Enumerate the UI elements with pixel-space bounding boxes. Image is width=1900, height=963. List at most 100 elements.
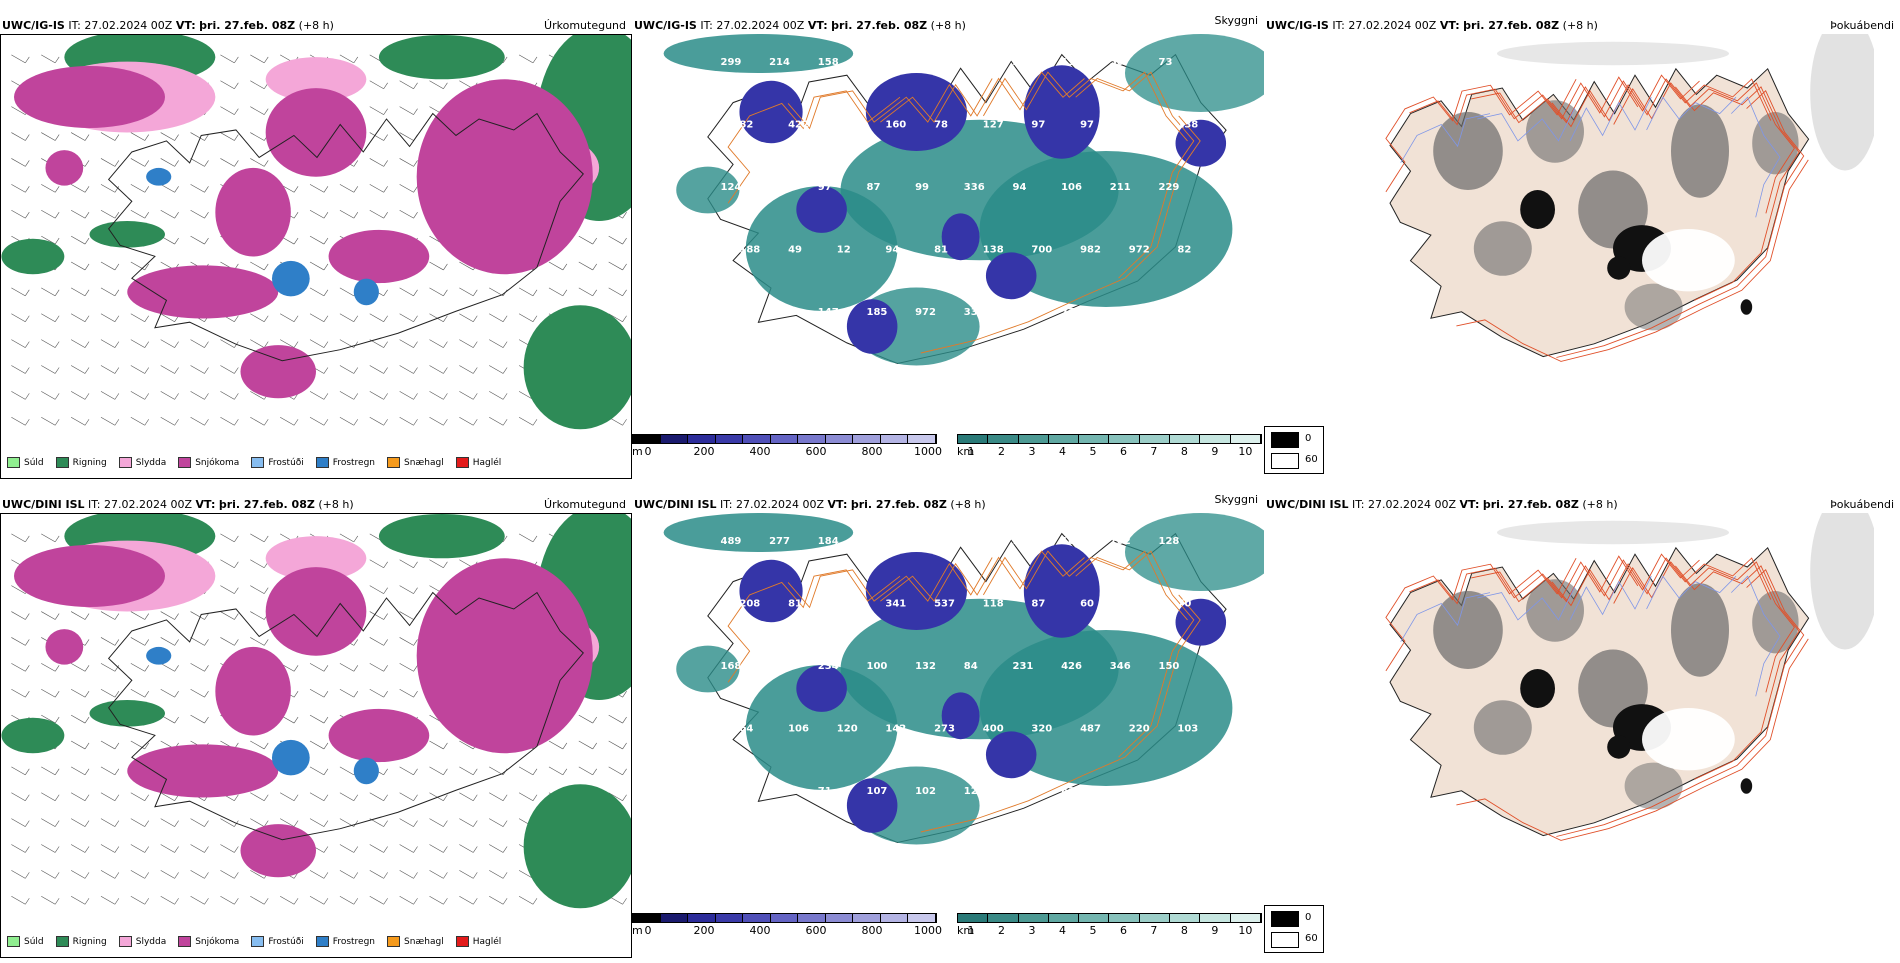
wind-barb — [309, 261, 329, 271]
init-time: 27.02.2024 00Z — [736, 498, 825, 511]
precip-legend: Súld Rigning Slydda Snjókoma Frostúði Frostre… — [7, 457, 501, 468]
wind-barb — [399, 365, 418, 374]
wind-barb — [100, 209, 120, 219]
wind-barb — [220, 80, 239, 90]
panel-name: Úrkomutegund — [544, 498, 626, 511]
legend-label: Slydda — [135, 457, 167, 468]
wind-barb — [130, 132, 150, 141]
wind-barb — [190, 870, 209, 879]
legend-swatch — [455, 457, 469, 468]
visibility-area — [979, 630, 1233, 786]
colorbar-tick: 1 — [967, 445, 975, 458]
wind-barb — [578, 766, 597, 776]
cloud-base-label: 71 — [818, 786, 832, 797]
wind-barb — [280, 417, 299, 426]
fog-key-swatch — [1271, 453, 1299, 469]
fog-area — [1624, 762, 1683, 810]
wind-barb — [339, 896, 359, 905]
wind-barb — [190, 663, 209, 672]
wind-barb — [130, 158, 150, 167]
legend-item: Snjókoma — [178, 936, 239, 947]
model-name: UWC/DINI ISL — [2, 498, 85, 511]
wind-barb — [160, 637, 179, 646]
river-line — [1646, 96, 1737, 131]
wind-barb — [518, 766, 538, 776]
height-colorbar: m 0 200 400 600 800 1000 — [632, 434, 942, 472]
wind-barb — [369, 391, 388, 400]
wind-barb — [309, 184, 329, 193]
visibility-colorbar: km 1 2 3 4 5 6 7 8 9 10 — [957, 913, 1262, 951]
wind-barb — [339, 365, 359, 374]
wind-barb — [70, 818, 90, 827]
wind-barb — [190, 235, 209, 245]
cloud-base-label: 63 — [1129, 848, 1143, 859]
colorbar-step — [688, 914, 716, 922]
wind-barb — [429, 391, 448, 400]
wind-barb — [280, 818, 299, 827]
cloud-base-label: 400 — [983, 723, 1004, 734]
colorbar-step — [715, 435, 744, 443]
cloud-base-label: 229 — [1159, 182, 1180, 193]
wind-barb — [518, 896, 538, 905]
wind-barb — [250, 611, 269, 620]
fog-map — [1294, 513, 1874, 903]
visibility-panel: UWC/DINI ISL IT: 27.02.2024 00Z VT: þri.… — [632, 493, 1264, 953]
wind-barb — [429, 818, 448, 827]
wind-barb — [250, 533, 269, 543]
cloud-base-label: 175 — [964, 57, 985, 68]
cloud-base-label: 97 — [1080, 120, 1094, 131]
lead-time: (+8 h) — [298, 19, 334, 32]
dense-fog-area — [1520, 190, 1555, 229]
fog-area — [1433, 591, 1503, 669]
wind-barb — [190, 365, 209, 374]
wind-barb — [220, 611, 239, 620]
wind-barb — [339, 792, 359, 801]
fog-key: 0 60 — [1264, 905, 1324, 953]
fog-key-label: 60 — [1305, 933, 1318, 944]
panel-name: Skyggni — [1214, 14, 1258, 27]
wind-barb — [250, 740, 269, 750]
road-line — [1385, 557, 1577, 672]
colorbar-step — [1139, 914, 1171, 922]
colorbar-step — [743, 435, 771, 443]
colorbar-tick: 0 — [644, 445, 652, 458]
legend-item: Rigning — [55, 457, 107, 468]
legend-label: Snæhagl — [404, 457, 444, 468]
wind-barb — [309, 714, 329, 724]
colorbar-tick: 800 — [861, 445, 883, 458]
snow-area — [215, 167, 291, 257]
colorbar-tick: 1000 — [914, 445, 942, 458]
wind-barb — [309, 870, 329, 879]
snow-area — [127, 744, 279, 798]
fog-area — [1433, 112, 1503, 190]
glacier-area — [1642, 708, 1735, 771]
wind-barb — [70, 313, 90, 322]
wind-barb — [608, 792, 627, 801]
cloud-base-label: 80 — [721, 786, 735, 797]
wind-barb — [11, 184, 30, 193]
wind-barb — [250, 818, 269, 827]
river-line — [1569, 97, 1652, 142]
rain-area — [89, 221, 166, 248]
cloud-base-label: 167 — [1061, 536, 1082, 547]
wind-barb — [11, 637, 30, 646]
valid-time-label: VT: — [175, 19, 196, 32]
wind-barb — [429, 261, 448, 271]
snow-area — [127, 265, 279, 319]
wind-barb — [429, 766, 448, 776]
init-time-label: IT: — [700, 19, 713, 32]
colorbar-tick: 3 — [1028, 924, 1036, 937]
wind-barb — [130, 365, 150, 374]
wind-barb — [130, 261, 150, 271]
cloud-base-label: 334 — [867, 536, 888, 547]
road-line — [787, 557, 993, 609]
wind-barb — [160, 818, 179, 827]
road-line — [1556, 569, 1805, 837]
visibility-area — [676, 645, 740, 693]
wind-barb — [41, 132, 60, 141]
cloud-base-area — [796, 186, 847, 233]
wind-barb — [489, 287, 508, 297]
cloud-base-label: 217 — [1013, 57, 1034, 68]
wind-barb — [369, 844, 388, 853]
cloud-base-label: 537 — [934, 599, 955, 610]
